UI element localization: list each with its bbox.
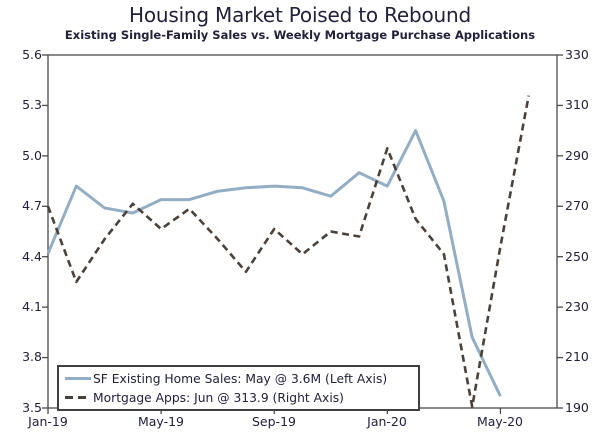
left-axis-tick-label: 5.0	[22, 148, 42, 163]
left-axis-tick-label: 5.6	[22, 47, 42, 62]
x-axis-tick-label: May-19	[137, 414, 185, 429]
right-axis-tick-label: 230	[565, 299, 589, 314]
x-axis-tick-label: Jan-19	[28, 414, 68, 429]
x-axis-tick-label: May-20	[476, 414, 524, 429]
chart-subtitle: Existing Single-Family Sales vs. Weekly …	[64, 28, 536, 42]
left-axis-tick-label: 4.1	[22, 299, 42, 314]
legend-item-mortgage: Mortgage Apps: Jun @ 313.9 (Right Axis)	[65, 388, 412, 407]
legend: SF Existing Home Sales: May @ 3.6M (Left…	[57, 365, 420, 411]
left-axis-tick-label: 3.5	[22, 400, 42, 415]
chart-title: Housing Market Poised to Rebound	[129, 3, 471, 27]
right-axis-tick-label: 290	[565, 148, 589, 163]
left-axis-tick-label: 4.7	[22, 198, 42, 213]
left-axis-tick-label: 3.8	[22, 349, 42, 364]
mortgage-apps-line	[46, 95, 530, 409]
right-axis-tick-label: 210	[565, 349, 589, 364]
x-axis-tick-label: Sep-19	[252, 414, 296, 429]
sales-line-swatch	[65, 377, 91, 380]
mortgage-line-swatch	[65, 396, 91, 399]
right-axis-tick-label: 190	[565, 400, 589, 415]
legend-label-sales: SF Existing Home Sales: May @ 3.6M (Left…	[93, 371, 388, 386]
right-axis-tick-label: 270	[565, 198, 589, 213]
legend-label-mortgage: Mortgage Apps: Jun @ 313.9 (Right Axis)	[93, 390, 344, 405]
right-axis-tick-label: 310	[565, 97, 589, 112]
sf-existing-home-sales-line	[46, 129, 502, 397]
right-axis-tick-label: 330	[565, 47, 589, 62]
left-axis-tick-label: 4.4	[22, 249, 42, 264]
left-axis-tick-label: 5.3	[22, 97, 42, 112]
legend-item-sales: SF Existing Home Sales: May @ 3.6M (Left…	[65, 369, 412, 388]
right-axis-tick-label: 250	[565, 249, 589, 264]
x-axis-tick-label: Jan-20	[367, 414, 407, 429]
